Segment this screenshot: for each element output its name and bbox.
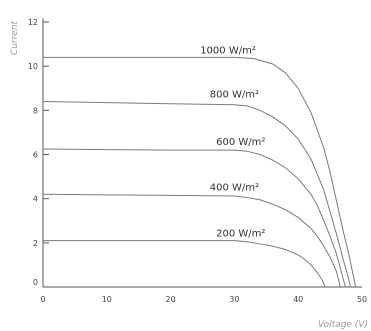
x-axis-title: Voltage (V) bbox=[318, 320, 368, 330]
y-tick-label: 12 bbox=[28, 18, 38, 27]
series-label: 400 W/m² bbox=[210, 182, 259, 193]
series-line bbox=[42, 193, 341, 288]
series-label: 200 W/m² bbox=[216, 229, 265, 240]
x-tick-label: 20 bbox=[166, 295, 176, 304]
y-tick-label: 10 bbox=[28, 62, 38, 71]
series-label: 800 W/m² bbox=[210, 90, 259, 101]
x-tick-label: 50 bbox=[357, 295, 367, 304]
series-line bbox=[43, 240, 326, 288]
x-tick-label: 30 bbox=[229, 295, 239, 304]
series-group bbox=[42, 56, 357, 288]
x-tick-label: 0 bbox=[40, 295, 45, 304]
y-tick-label: 2 bbox=[33, 239, 38, 248]
series-label: 1000 W/m² bbox=[200, 45, 256, 56]
series-labels: 1000 W/m² 800 W/m² 600 W/m² 400 W/m² 200 W/m… bbox=[200, 45, 265, 239]
series-line bbox=[42, 148, 346, 288]
series-line bbox=[43, 56, 357, 288]
series-label: 600 W/m² bbox=[216, 137, 265, 148]
y-tick-label: 4 bbox=[33, 195, 38, 204]
y-axis-title: Current bbox=[10, 20, 20, 55]
x-tick-label: 10 bbox=[102, 295, 112, 304]
axes bbox=[42, 18, 362, 288]
y-tick-label: 6 bbox=[33, 151, 38, 160]
x-tick-label: 40 bbox=[293, 295, 303, 304]
y-tick-label: 0 bbox=[33, 278, 38, 287]
y-tick-label: 8 bbox=[33, 106, 38, 115]
x-ticks: 0 10 20 30 40 50 bbox=[40, 295, 367, 304]
series-line bbox=[42, 101, 352, 288]
y-ticks: 0 2 4 6 8 10 12 bbox=[28, 18, 49, 287]
